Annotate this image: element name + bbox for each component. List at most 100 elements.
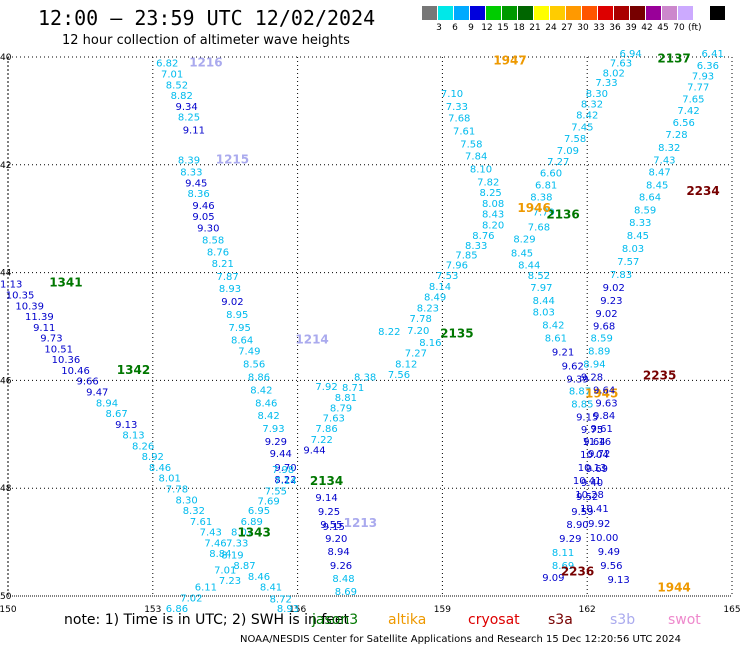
wave-height-value: 8.43 — [482, 210, 504, 221]
wave-height-value: 6.56 — [673, 118, 695, 129]
wave-height-value: 7.87 — [216, 272, 238, 283]
wave-height-value: 9.63 — [595, 398, 617, 409]
wave-height-value: 8.87 — [569, 386, 591, 397]
color-scale-swatch — [582, 6, 598, 20]
wave-height-value: 8.59 — [634, 205, 656, 216]
wave-height-value: 8.76 — [472, 231, 494, 242]
wave-height-value: 9.45 — [185, 178, 207, 189]
wave-height-value: 8.45 — [511, 248, 533, 259]
wave-height-value: 7.78 — [410, 314, 432, 325]
wave-height-value: 7.55 — [265, 487, 287, 498]
wave-height-value: 7.22 — [311, 435, 333, 446]
wave-height-value: 8.93 — [219, 284, 241, 295]
wave-height-value: 8.71 — [342, 383, 364, 394]
wave-height-value: 9.44 — [270, 449, 292, 460]
color-scale-swatch — [630, 6, 646, 20]
wave-height-value: 8.90 — [566, 520, 588, 531]
color-scale-swatch — [502, 6, 518, 20]
wave-height-value: 7.01 — [161, 69, 183, 80]
wave-height-value: 9.75 — [581, 425, 603, 436]
wave-height-value: 8.44 — [533, 296, 555, 307]
wave-height-value: 9.61 — [591, 424, 613, 435]
lat-tick-label: 48 — [0, 484, 12, 494]
wave-height-value: 8.58 — [202, 235, 224, 246]
wave-height-value: 6.82 — [156, 59, 178, 70]
wave-height-value: 8.46 — [255, 398, 277, 409]
wave-height-value: 10.41 — [580, 504, 609, 515]
pass-time-label: 1216 — [189, 56, 222, 70]
wave-height-value: 9.44 — [303, 446, 325, 457]
wave-height-value: 8.82 — [171, 91, 193, 102]
color-scale-label: 45 — [657, 23, 669, 33]
wave-height-value: 9.70 — [274, 463, 296, 474]
pass-time-label: 2234 — [686, 184, 719, 198]
wave-height-value: 7.63 — [610, 59, 632, 70]
wave-height-value: 9.39 — [566, 375, 588, 386]
wave-height-value: 9.09 — [542, 573, 564, 584]
color-scale-label: 12 — [481, 23, 493, 33]
color-scale-swatch — [454, 6, 470, 20]
color-scale-swatch — [598, 6, 614, 20]
color-scale-label: 24 — [545, 23, 557, 33]
wave-height-value: 7.02 — [180, 593, 202, 604]
wave-height-value: 9.02 — [221, 297, 243, 308]
time-unit-note: note: 1) Time is in UTC; 2) SWH is in fe… — [64, 612, 350, 628]
wave-height-value: 8.49 — [424, 293, 446, 304]
wave-height-value: 8.42 — [576, 110, 598, 121]
wave-height-value: 8.45 — [646, 181, 668, 192]
wave-height-value: 8.29 — [513, 234, 535, 245]
wave-height-value: 9.05 — [192, 212, 214, 223]
wave-height-value: 7.78 — [166, 485, 188, 496]
color-scale-label: 39 — [625, 23, 637, 33]
wave-height-value: 7.33 — [595, 78, 617, 89]
wave-height-value: 7.01 — [214, 565, 236, 576]
color-scale-label: 3 — [436, 23, 442, 33]
wave-height-value: 11.16 — [583, 437, 612, 448]
color-scale-swatch — [470, 6, 486, 20]
wave-height-value: 9.02 — [603, 283, 625, 294]
wave-height-value: 9.52 — [576, 492, 598, 503]
wave-height-value: 9.55 — [320, 520, 342, 531]
wave-height-value: 8.95 — [226, 310, 248, 321]
wave-height-value: 8.76 — [207, 247, 229, 258]
wave-height-value: 6.86 — [166, 604, 188, 615]
wave-height-value: 8.26 — [132, 441, 154, 452]
legend-item-jason3: jason3 — [312, 612, 359, 628]
wave-height-value: 10.04 — [580, 450, 609, 461]
color-scale-swatch — [662, 6, 678, 20]
wave-height-value: 9.34 — [175, 102, 197, 113]
wave-height-value: 10.00 — [590, 533, 619, 544]
wave-height-value: 9.11 — [183, 126, 205, 137]
wave-height-value: 9.92 — [588, 519, 610, 530]
wave-height-value: 9.68 — [593, 322, 615, 333]
wave-height-value: 8.44 — [518, 260, 540, 271]
wave-height-value: 8.93 — [277, 604, 299, 615]
wave-height-value: 10.41 — [573, 476, 602, 487]
wave-height-value: 7.53 — [436, 271, 458, 282]
wave-height-value: 8.81 — [335, 393, 357, 404]
wave-height-value: 7.45 — [571, 122, 593, 133]
wave-height-value: 8.79 — [330, 404, 352, 415]
pass-time-label: 1944 — [657, 581, 690, 595]
wave-height-value: 8.48 — [332, 574, 354, 585]
wave-height-value: 6.60 — [540, 169, 562, 180]
wave-height-value: 8.41 — [260, 583, 282, 594]
wave-height-value: 8.14 — [429, 282, 451, 293]
map-frame — [7, 56, 733, 597]
wave-height-value: 8.23 — [417, 303, 439, 314]
wave-height-value: 8.33 — [465, 241, 487, 252]
wave-height-value: 9.21 — [552, 348, 574, 359]
wave-height-value: 8.47 — [648, 168, 670, 179]
wave-height-value: 7.69 — [258, 496, 280, 507]
wave-height-value: 7.92 — [315, 382, 337, 393]
wave-height-value: 9.15 — [576, 412, 598, 423]
wave-height-value: 7.61 — [190, 517, 212, 528]
wave-height-value: 7.98 — [272, 465, 294, 476]
color-scale-label: 6 — [452, 23, 458, 33]
lat-tick-label: 50 — [0, 592, 12, 602]
lat-tick-label: 40 — [0, 53, 12, 63]
wave-height-value: 9.40 — [581, 478, 603, 489]
wave-height-value: 9.23 — [600, 296, 622, 307]
color-scale-swatch — [710, 6, 726, 20]
wave-height-value: 7.42 — [677, 106, 699, 117]
